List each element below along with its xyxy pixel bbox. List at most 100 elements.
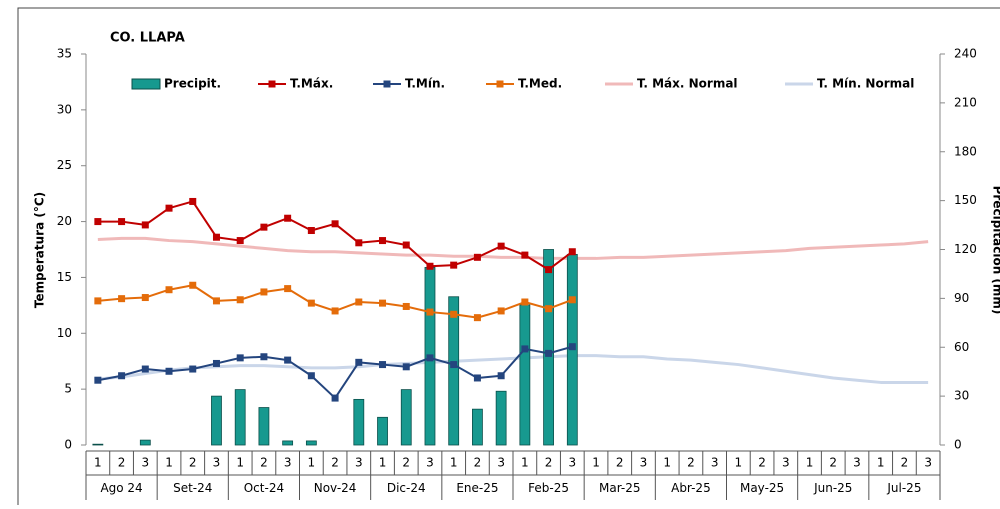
marker [450, 262, 457, 269]
marker [142, 366, 149, 373]
x-tick-label: 3 [568, 456, 576, 470]
y-tick-label: 25 [57, 158, 72, 172]
marker [426, 309, 433, 316]
marker [450, 361, 457, 368]
y-tick-label: 35 [57, 47, 72, 61]
marker [118, 218, 125, 225]
x-tick-label: 2 [758, 456, 766, 470]
bar [544, 250, 554, 446]
marker [474, 374, 481, 381]
month-label: Set-24 [173, 481, 212, 495]
y2-tick-label: 120 [954, 242, 977, 256]
x-tick-label: 1 [236, 456, 244, 470]
y-tick-label: 30 [57, 102, 72, 116]
marker [260, 288, 267, 295]
bar [306, 441, 316, 445]
marker [426, 354, 433, 361]
marker [213, 234, 220, 241]
y2-tick-label: 150 [954, 193, 977, 207]
marker [403, 363, 410, 370]
x-tick-label: 2 [260, 456, 268, 470]
x-tick-label: 3 [213, 456, 221, 470]
bar [378, 417, 388, 445]
month-label: Oct-24 [244, 481, 284, 495]
month-label: Feb-25 [528, 481, 569, 495]
marker [189, 282, 196, 289]
marker [142, 294, 149, 301]
x-tick-label: 3 [853, 456, 861, 470]
marker [379, 237, 386, 244]
month-label: Dic-24 [387, 481, 426, 495]
x-tick-label: 2 [331, 456, 339, 470]
x-tick-label: 1 [521, 456, 529, 470]
y2-tick-label: 240 [954, 47, 977, 61]
marker [569, 343, 576, 350]
bar [211, 396, 221, 445]
y2-tick-label: 60 [954, 340, 969, 354]
marker [545, 350, 552, 357]
bar [283, 441, 293, 445]
bar [235, 390, 245, 445]
marker [284, 285, 291, 292]
y2-tick-label: 0 [954, 438, 962, 452]
bar [520, 305, 530, 445]
marker [498, 243, 505, 250]
legend-marker [384, 81, 391, 88]
marker [355, 359, 362, 366]
x-tick-label: 3 [640, 456, 648, 470]
month-label: Jul-25 [886, 481, 921, 495]
marker [260, 224, 267, 231]
month-label: Abr-25 [671, 481, 711, 495]
x-tick-label: 2 [616, 456, 624, 470]
x-tick-label: 3 [355, 456, 363, 470]
marker [118, 295, 125, 302]
marker [308, 300, 315, 307]
marker [237, 237, 244, 244]
bar [259, 408, 269, 445]
x-tick-label: 2 [545, 456, 553, 470]
marker [308, 227, 315, 234]
y2-tick-label: 90 [954, 291, 969, 305]
month-label: May-25 [740, 481, 784, 495]
x-tick-label: 1 [308, 456, 316, 470]
y2-tick-label: 210 [954, 95, 977, 109]
x-tick-label: 1 [450, 456, 458, 470]
marker [284, 215, 291, 222]
month-label: Ene-25 [456, 481, 498, 495]
legend-marker [497, 81, 504, 88]
marker [284, 357, 291, 364]
x-tick-label: 3 [782, 456, 790, 470]
bar [354, 399, 364, 445]
marker [474, 314, 481, 321]
x-tick-label: 2 [118, 456, 126, 470]
series-line [98, 238, 928, 258]
bar [449, 297, 459, 445]
month-label: Mar-25 [599, 481, 640, 495]
x-tick-label: 3 [141, 456, 149, 470]
x-tick-label: 1 [94, 456, 102, 470]
month-label: Ago 24 [100, 481, 142, 495]
bar [401, 390, 411, 445]
marker [94, 377, 101, 384]
x-tick-label: 3 [924, 456, 932, 470]
bar [496, 391, 506, 445]
marker [355, 239, 362, 246]
x-tick-label: 1 [877, 456, 885, 470]
series-line [98, 356, 928, 383]
marker [545, 266, 552, 273]
marker [521, 252, 528, 259]
marker [94, 297, 101, 304]
y2-tick-label: 180 [954, 144, 977, 158]
month-label: Nov-24 [314, 481, 357, 495]
y-tick-label: 5 [64, 382, 72, 396]
bar [472, 409, 482, 445]
y-axis-label: Temperatura (°C) [33, 192, 47, 308]
x-tick-label: 3 [497, 456, 505, 470]
marker [260, 353, 267, 360]
y-tick-label: 15 [57, 270, 72, 284]
marker [403, 303, 410, 310]
marker [94, 218, 101, 225]
x-tick-label: 1 [735, 456, 743, 470]
series-line [98, 201, 572, 269]
